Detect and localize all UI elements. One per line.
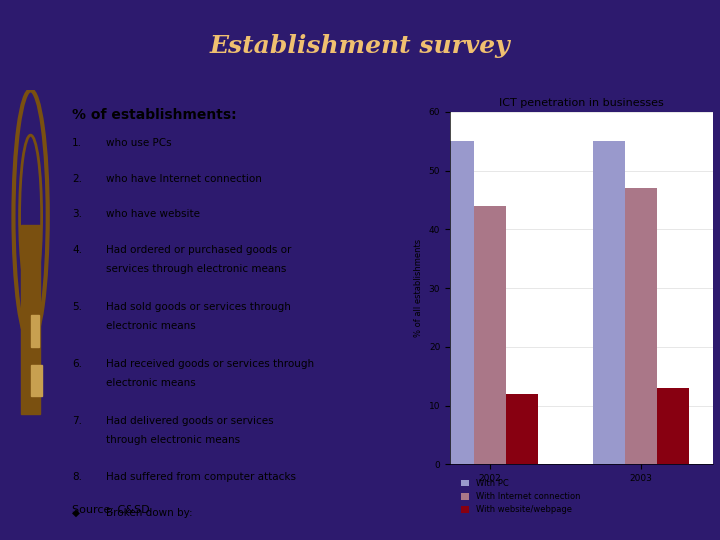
Bar (442, 141, 474, 464)
Bar (505, 394, 538, 464)
Bar (625, 188, 657, 464)
Text: through electronic means: through electronic means (106, 435, 240, 445)
Text: ◆: ◆ (72, 508, 80, 518)
Text: Source: C&SD: Source: C&SD (72, 505, 150, 515)
Text: 1.: 1. (72, 138, 82, 149)
Text: Had suffered from computer attacks: Had suffered from computer attacks (106, 472, 296, 483)
Text: 5.: 5. (72, 302, 82, 312)
Bar (593, 141, 625, 464)
Text: services through electronic means: services through electronic means (106, 264, 287, 274)
Text: Broken down by:: Broken down by: (106, 508, 192, 518)
Text: Had ordered or purchased goods or: Had ordered or purchased goods or (106, 245, 291, 255)
Text: who use PCs: who use PCs (106, 138, 171, 149)
Y-axis label: % of all establishments: % of all establishments (414, 239, 423, 337)
Bar (30, 364, 42, 396)
Text: 3.: 3. (72, 210, 82, 219)
Bar (30, 315, 39, 347)
Bar (474, 206, 505, 464)
Bar (657, 388, 689, 464)
Bar (22, 225, 40, 414)
Text: % of establishments:: % of establishments: (72, 109, 237, 123)
Text: 7.: 7. (72, 416, 82, 426)
Text: electronic means: electronic means (106, 378, 196, 388)
Text: who have website: who have website (106, 210, 200, 219)
Text: 6.: 6. (72, 359, 82, 369)
Legend: With PC, With Internet connection, With website/webpage: With PC, With Internet connection, With … (461, 479, 580, 515)
Text: 8.: 8. (72, 472, 82, 483)
Text: 2.: 2. (72, 174, 82, 184)
Text: 4.: 4. (72, 245, 82, 255)
Text: who have Internet connection: who have Internet connection (106, 174, 261, 184)
Text: Had delivered goods or services: Had delivered goods or services (106, 416, 274, 426)
Text: Had received goods or services through: Had received goods or services through (106, 359, 314, 369)
Text: Establishment survey: Establishment survey (210, 34, 510, 58)
Title: ICT penetration in businesses: ICT penetration in businesses (499, 98, 664, 108)
Text: electronic means: electronic means (106, 321, 196, 331)
Text: Had sold goods or services through: Had sold goods or services through (106, 302, 291, 312)
